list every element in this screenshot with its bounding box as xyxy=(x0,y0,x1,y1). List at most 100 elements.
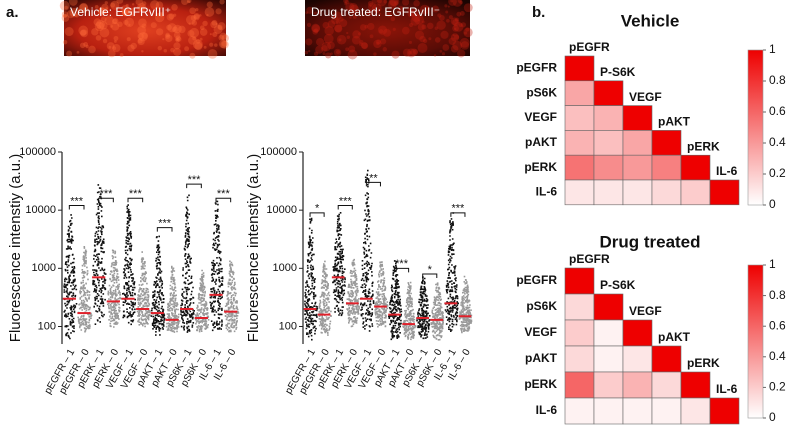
heatmap-cell xyxy=(564,179,595,206)
image-speckle xyxy=(167,23,177,33)
heatmap-cell xyxy=(622,319,653,347)
row-label: IL-6 xyxy=(536,185,558,199)
significance-label: *** xyxy=(395,258,409,270)
heatmap-cell xyxy=(564,154,595,181)
image-speckle xyxy=(317,10,322,15)
colorbar-tick-label: 0.2 xyxy=(769,380,786,394)
image-speckle xyxy=(452,18,460,27)
significance-label: ** xyxy=(369,172,378,184)
column-label: IL-6 xyxy=(716,382,738,396)
image-speckle xyxy=(221,34,230,42)
image-speckle xyxy=(127,44,135,52)
image-speckle xyxy=(172,26,179,33)
heatmap-cell xyxy=(593,371,624,399)
image-speckle xyxy=(178,25,186,34)
image-speckle xyxy=(345,47,349,52)
image xyxy=(305,0,470,56)
image-speckle xyxy=(154,12,165,23)
image-speckle xyxy=(463,27,473,38)
image-speckle xyxy=(186,14,196,25)
image-speckle xyxy=(187,0,191,4)
image-speckle xyxy=(452,34,455,37)
image-speckle xyxy=(442,44,450,51)
colorbar-tick-label: 0.8 xyxy=(769,73,786,87)
image-speckle xyxy=(136,3,147,13)
image-speckle xyxy=(373,52,377,56)
image-speckle xyxy=(321,41,332,52)
image-speckle xyxy=(106,42,115,50)
image-speckle xyxy=(94,5,99,9)
image-speckle xyxy=(175,37,179,42)
y-axis-label: Fluorescence intenstiy (a.u.) xyxy=(245,154,262,342)
image-speckle xyxy=(417,43,428,53)
heatmap-cell xyxy=(593,345,624,373)
image-speckle xyxy=(94,21,105,32)
image-speckle xyxy=(352,15,357,19)
panel-label: b. xyxy=(532,4,545,21)
image-speckle xyxy=(79,29,87,37)
image-speckle xyxy=(193,14,200,21)
row-label: VEGF xyxy=(524,110,557,124)
colorbar-tick-label: 0.4 xyxy=(769,349,786,363)
significance-bracket xyxy=(422,273,438,278)
heatmap-cell xyxy=(593,293,624,321)
image-speckle xyxy=(367,0,374,7)
image-speckle xyxy=(100,16,107,23)
significance-label: * xyxy=(428,264,433,276)
heatmap-cell xyxy=(564,371,595,399)
colorbar-tick-label: 0.6 xyxy=(769,318,786,332)
image-speckle xyxy=(383,0,388,4)
image-speckle xyxy=(439,50,443,53)
image-speckle xyxy=(218,34,225,41)
image-speckle xyxy=(417,23,425,31)
column-label: P-S6K xyxy=(600,278,636,292)
heatmap-cell xyxy=(651,179,682,206)
heatmap-cell xyxy=(593,397,624,425)
significance-label: *** xyxy=(217,188,231,200)
heatmap-cell xyxy=(593,319,624,347)
image-speckle xyxy=(199,14,202,17)
image-speckle xyxy=(80,29,89,38)
image-speckle xyxy=(99,27,110,38)
significance-bracket xyxy=(394,267,410,273)
image-speckle xyxy=(450,45,459,53)
image-speckle xyxy=(137,37,145,46)
image-speckle xyxy=(173,31,181,39)
image-speckle xyxy=(452,25,459,32)
image-speckle xyxy=(127,7,136,17)
image-speckle xyxy=(465,27,470,32)
image-speckle xyxy=(165,33,171,39)
image-speckle xyxy=(382,47,388,52)
heatmap-cell xyxy=(564,293,595,321)
image-speckle xyxy=(138,32,148,42)
image-speckle xyxy=(311,23,320,33)
image-speckle xyxy=(444,4,448,8)
image-speckle xyxy=(175,35,181,41)
image-speckle xyxy=(459,37,470,48)
image-speckle xyxy=(66,10,75,19)
image-speckle xyxy=(104,15,114,26)
image-speckle xyxy=(448,37,457,45)
image-speckle xyxy=(313,51,319,56)
y-tick-label: 10000 xyxy=(266,204,297,216)
image-speckle xyxy=(76,50,80,54)
y-tick-label: 100000 xyxy=(19,146,56,158)
image-speckle xyxy=(315,45,324,54)
image-speckle xyxy=(304,50,309,55)
heatmap-cell xyxy=(651,371,682,399)
image-speckle xyxy=(175,38,180,43)
image-speckle xyxy=(459,11,465,16)
image-caption: Drug treated: EGFRvIII⁻ xyxy=(311,5,440,19)
image-speckle xyxy=(322,21,330,29)
image-speckle xyxy=(433,54,437,57)
point-cloud xyxy=(194,269,210,333)
point-cloud xyxy=(444,212,459,332)
image-speckle xyxy=(402,0,410,6)
image-speckle xyxy=(135,0,143,6)
y-tick-label: 10000 xyxy=(25,204,56,216)
image-speckle xyxy=(408,50,412,55)
point-cloud xyxy=(332,212,346,317)
image-speckle xyxy=(338,16,344,22)
image-speckle xyxy=(95,35,102,41)
image-speckle xyxy=(441,52,446,56)
